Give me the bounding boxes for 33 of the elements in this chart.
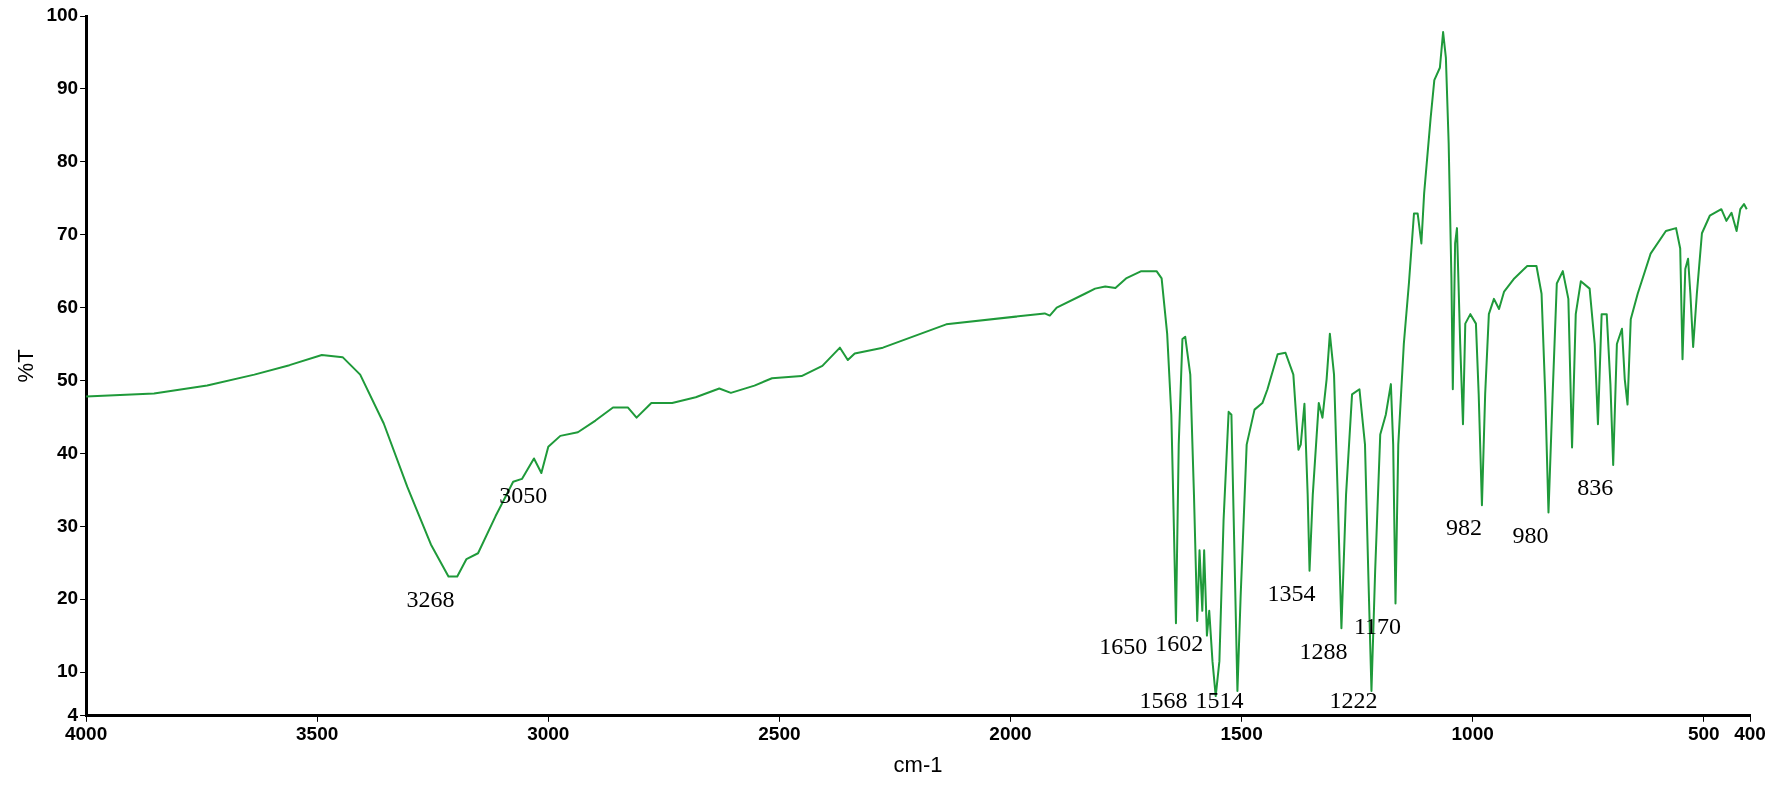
annotation: 836 [1577,474,1614,501]
x-tick-label: 1000 [1451,723,1494,745]
x-tick-label: 4000 [64,723,108,745]
annotation: 1650 [1099,632,1148,659]
y-tick-label: 50 [56,368,79,390]
y-tick-label: 90 [56,77,79,99]
y-tick-label: 100 [46,4,79,26]
y-tick-label: 10 [56,660,79,682]
annotation: 1568 [1139,687,1188,714]
x-tick-label: 3000 [527,723,570,745]
annotation: 1354 [1267,580,1316,607]
x-tick-label: 3500 [296,723,339,745]
x-tick-label: 1500 [1220,723,1263,745]
x-tick-label: 400 [1734,723,1766,745]
y-tick-label: 60 [56,295,79,317]
y-tick-label: 40 [56,441,79,463]
y-tick-label: 20 [56,587,79,609]
y-tick-label: 4 [67,704,79,726]
annotation: 1514 [1195,687,1244,714]
y-tick-label: 80 [56,150,79,172]
x-axis-title: cm-1 [893,751,943,777]
y-tick-label: 70 [56,222,79,244]
annotation: 982 [1445,514,1482,541]
annotation: 3268 [406,585,455,612]
annotation: 1222 [1329,687,1378,714]
annotation: 980 [1512,521,1549,548]
x-tick-label: 2500 [758,723,801,745]
x-tick-label: 2000 [989,723,1032,745]
y-axis-title: %T [13,349,39,383]
annotation: 1288 [1299,637,1348,664]
annotation: 1602 [1155,630,1204,657]
x-tick-label: 500 [1687,723,1720,745]
y-tick-label: 30 [56,514,79,536]
